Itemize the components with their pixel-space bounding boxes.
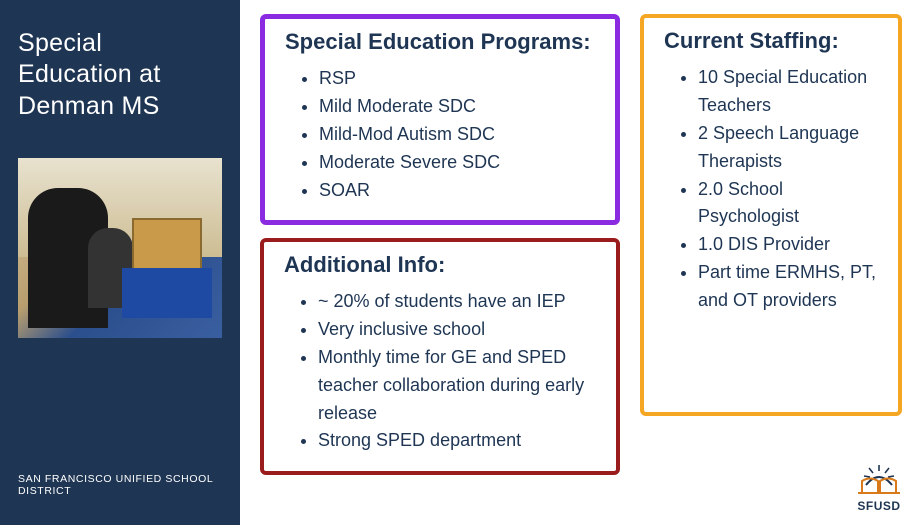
list-item: 2.0 School Psychologist: [698, 176, 878, 232]
list-item: Mild-Mod Autism SDC: [319, 121, 595, 149]
programs-box: Special Education Programs: RSP Mild Mod…: [260, 14, 620, 225]
programs-heading: Special Education Programs:: [285, 29, 595, 55]
info-list: ~ 20% of students have an IEP Very inclu…: [284, 288, 596, 455]
list-item: Strong SPED department: [318, 427, 596, 455]
list-item: SOAR: [319, 177, 595, 205]
title-line: Education at: [18, 59, 222, 90]
slide-title: Special Education at Denman MS: [18, 28, 222, 122]
title-line: Special: [18, 28, 222, 59]
additional-info-box: Additional Info: ~ 20% of students have …: [260, 238, 620, 475]
list-item: Moderate Severe SDC: [319, 149, 595, 177]
list-item: 10 Special Education Teachers: [698, 64, 878, 120]
programs-list: RSP Mild Moderate SDC Mild-Mod Autism SD…: [285, 65, 595, 204]
logo-label: SFUSD: [856, 499, 902, 513]
list-item: Part time ERMHS, PT, and OT providers: [698, 259, 878, 315]
list-item: Very inclusive school: [318, 316, 596, 344]
info-heading: Additional Info:: [284, 252, 596, 278]
list-item: ~ 20% of students have an IEP: [318, 288, 596, 316]
sfusd-logo: SFUSD: [856, 463, 902, 513]
content-area: Special Education Programs: RSP Mild Mod…: [240, 0, 920, 525]
staffing-heading: Current Staffing:: [664, 28, 878, 54]
sidebar: Special Education at Denman MS SAN FRANC…: [0, 0, 240, 525]
title-line: Denman MS: [18, 91, 222, 122]
district-footer: SAN FRANCISCO UNIFIED SCHOOL DISTRICT: [18, 473, 222, 507]
list-item: Monthly time for GE and SPED teacher col…: [318, 344, 596, 428]
slide: Special Education at Denman MS SAN FRANC…: [0, 0, 920, 525]
list-item: Mild Moderate SDC: [319, 93, 595, 121]
bridge-sun-icon: [856, 463, 902, 497]
list-item: 1.0 DIS Provider: [698, 231, 878, 259]
classroom-photo: [18, 158, 222, 338]
list-item: RSP: [319, 65, 595, 93]
staffing-list: 10 Special Education Teachers 2 Speech L…: [664, 64, 878, 315]
staffing-box: Current Staffing: 10 Special Education T…: [640, 14, 902, 416]
list-item: 2 Speech Language Therapists: [698, 120, 878, 176]
